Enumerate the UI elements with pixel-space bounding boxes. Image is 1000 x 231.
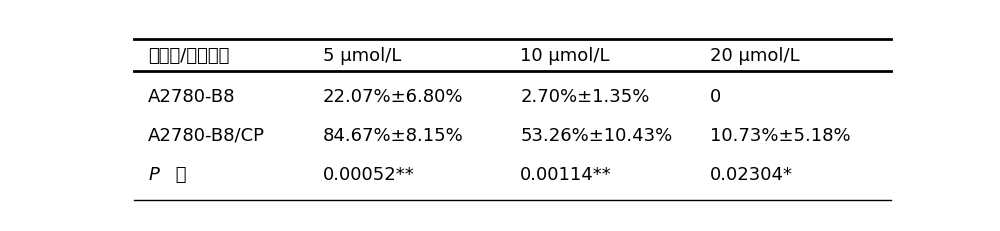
Text: 0.02304*: 0.02304* — [710, 165, 793, 183]
Text: 10.73%±5.18%: 10.73%±5.18% — [710, 126, 851, 144]
Text: 10 μmol/L: 10 μmol/L — [520, 46, 610, 64]
Text: 53.26%±10.43%: 53.26%±10.43% — [520, 126, 672, 144]
Text: 値: 値 — [170, 165, 186, 183]
Text: 0: 0 — [710, 87, 721, 105]
Text: A2780-B8/CP: A2780-B8/CP — [148, 126, 265, 144]
Text: 20 μmol/L: 20 μmol/L — [710, 46, 800, 64]
Text: 5 μmol/L: 5 μmol/L — [323, 46, 401, 64]
Text: P: P — [148, 165, 159, 183]
Text: 2.70%±1.35%: 2.70%±1.35% — [520, 87, 650, 105]
Text: A2780-B8: A2780-B8 — [148, 87, 236, 105]
Text: 84.67%±8.15%: 84.67%±8.15% — [323, 126, 463, 144]
Text: 22.07%±6.80%: 22.07%±6.80% — [323, 87, 463, 105]
Text: 细胞株/顺铂浓度: 细胞株/顺铂浓度 — [148, 46, 230, 64]
Text: 0.00052**: 0.00052** — [323, 165, 414, 183]
Text: 0.00114**: 0.00114** — [520, 165, 612, 183]
